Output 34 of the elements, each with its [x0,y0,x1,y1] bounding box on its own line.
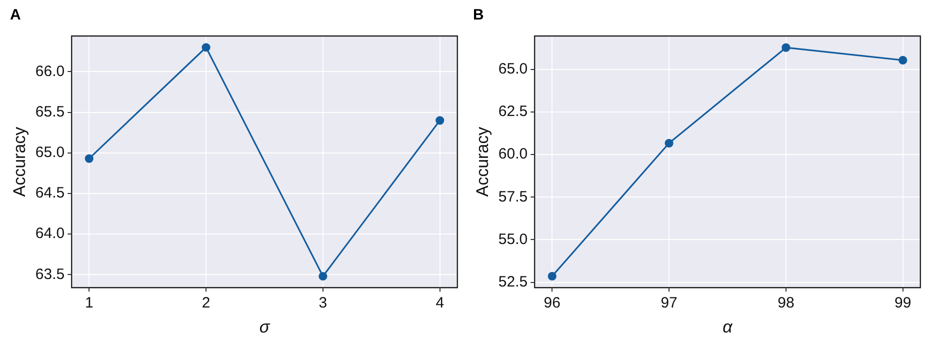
y-axis-title: Accuracy [10,126,29,197]
y-tick-label: 64.5 [35,184,65,202]
x-tick-label: 97 [660,294,678,312]
y-tick-label: 52.5 [498,273,528,290]
y-axis-title: Accuracy [472,126,492,197]
y-tick-label: 60.0 [498,146,528,163]
point [84,154,94,163]
point [898,56,908,64]
point [664,138,674,148]
x-tick-label: 99 [894,294,912,312]
x-axis-title: α [722,318,734,337]
x-tick-label: 3 [318,294,328,312]
point [782,43,790,52]
y-tick-label: 62.5 [498,103,528,120]
y-tick-label: 57.5 [498,188,528,206]
chart-title: A [10,6,21,24]
x-tick-label: 1 [84,294,94,312]
y-tick-label: 65.5 [35,103,65,120]
y-tick-label: 65.0 [35,144,65,162]
point [318,272,328,281]
chart-title: B [473,6,484,24]
x-tick-label: 98 [778,294,794,312]
x-axis-title: σ [259,318,270,337]
y-tick-label: 65.0 [498,60,528,78]
y-tick-label: 55.0 [498,230,528,248]
point [436,116,444,125]
y-tick-label: 64.0 [35,225,65,242]
x-tick-label: 4 [436,294,444,312]
point [202,43,210,52]
y-tick-label: 66.0 [35,62,65,80]
y-tick-label: 63.5 [35,266,65,283]
x-tick-label: 2 [202,294,210,312]
point [548,272,556,280]
x-tick-label: 96 [544,294,560,312]
